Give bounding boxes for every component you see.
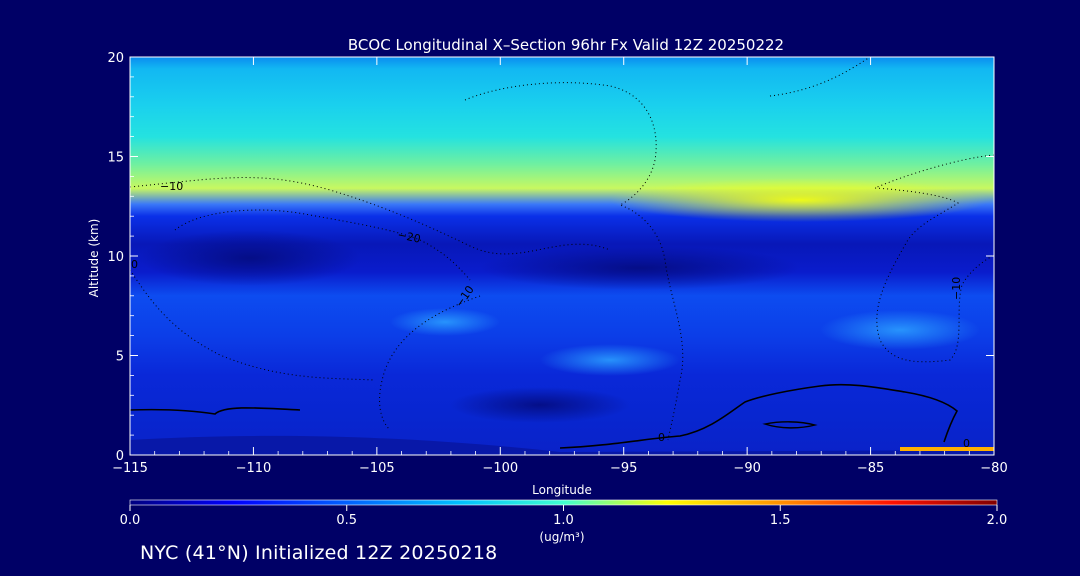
x-tick-label: −95 [610,461,637,476]
footer-caption: NYC (41°N) Initialized 12Z 20250218 [140,542,498,564]
x-tick-label: −90 [733,461,760,476]
colorbar-ticks: 0.0 0.5 1.0 1.5 2.0 [120,505,1008,528]
contour-label: −10 [160,180,183,193]
colorbar-tick-label: 2.0 [987,513,1008,528]
heatmap-dark-core-central [480,246,800,290]
contour-label: 0 [131,258,138,271]
plot-area [130,57,994,455]
heatmap-light-cell-2 [540,344,680,376]
contour-line-neg20 [174,209,471,281]
contour-line-upper-right [769,57,871,97]
y-axis: 0 5 10 15 20 [107,51,994,464]
y-tick-label: 5 [116,350,124,365]
y-axis-label: Altitude (km) [87,219,101,298]
x-axis: −115 −110 −105 −100 −95 −90 −85 −80 [112,57,1008,476]
y-tick-label: 15 [107,151,124,166]
surface-hot-strip [900,447,994,451]
contour-line-stratosphere [464,82,684,441]
y-tick-label: 0 [116,449,124,464]
heatmap-dark-low [450,387,630,423]
x-tick-label: −100 [482,461,518,476]
y-tick-label: 10 [107,250,124,265]
chart-title: BCOC Longitudinal X–Section 96hr Fx Vali… [348,36,784,54]
x-tick-label: −110 [236,461,272,476]
x-tick-label: −105 [359,461,395,476]
colorbar [129,499,998,506]
surface-band [130,435,994,455]
x-axis-label: Longitude [532,483,592,497]
heatmap-yellow-core [610,178,990,222]
colorbar-units: (ug/m³) [539,530,584,544]
contour-label: −20 [396,228,421,246]
contour-line-neg10-upper [130,177,611,255]
x-tick-label: −85 [857,461,884,476]
colorbar-tick-label: 0.0 [120,513,141,528]
x-tick-label: −80 [980,461,1007,476]
contour-line-zero-island [762,421,818,429]
heatmap-dark-core-west [140,230,360,286]
y-tick-label: 20 [107,51,124,66]
contour-label: 0 [658,431,665,444]
contour-label: 0 [963,437,970,450]
x-tick-label: −115 [112,461,148,476]
contour-label: −10 [950,277,963,300]
contour-line-zero [130,383,959,449]
heatmap-light-cell-1 [390,308,500,336]
heatmap-light-cell-3 [820,310,980,350]
colorbar-tick-label: 0.5 [336,513,357,528]
colorbar-tick-label: 1.0 [553,513,574,528]
colorbar-tick-label: 1.5 [770,513,791,528]
